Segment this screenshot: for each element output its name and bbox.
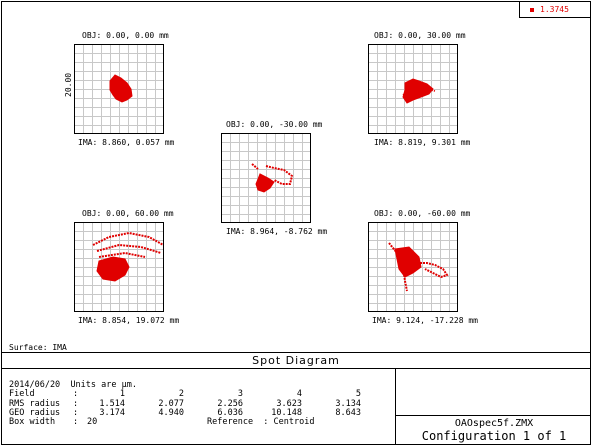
geo-row: GEO radius: 3.174 4.940 6.036 10.148 8.6… bbox=[9, 407, 361, 418]
scale-label: 20.00 bbox=[64, 72, 73, 97]
spot-3-grid bbox=[221, 133, 311, 223]
spot-2-grid bbox=[368, 44, 458, 134]
spot-5-plot bbox=[388, 242, 449, 292]
title-divider-top bbox=[1, 352, 591, 353]
rms-value: 2.077 bbox=[158, 398, 184, 409]
field-value: 3 bbox=[237, 389, 243, 400]
field-row: Field: 1 2 3 4 5 bbox=[9, 389, 361, 400]
units-label: Units are µm. bbox=[70, 380, 137, 390]
spot-2-ima-label: IMA: 8.819, 9.301 mm bbox=[374, 138, 471, 147]
spot-5-obj-label: OBJ: 0.00, -60.00 mm bbox=[374, 209, 471, 218]
file-info-box: OAOspec5f.ZMX Configuration 1 of 1 bbox=[395, 415, 591, 445]
rms-value: 3.623 bbox=[276, 398, 302, 409]
spot-1-ima-label: IMA: 8.860, 0.057 mm bbox=[78, 138, 175, 147]
spot-4-grid bbox=[74, 222, 164, 312]
title-divider-bottom bbox=[1, 368, 591, 369]
reference-label: Reference : Centroid bbox=[207, 417, 315, 428]
field-value: 5 bbox=[355, 389, 361, 400]
spot-1-grid bbox=[74, 44, 164, 134]
date-label: 2014/06/20 bbox=[9, 380, 61, 390]
geo-value: 8.643 bbox=[335, 407, 361, 418]
info-divider bbox=[395, 368, 396, 415]
rms-value: 2.256 bbox=[217, 398, 243, 409]
spot-3-ima-label: IMA: 8.964, -8.762 mm bbox=[226, 227, 328, 236]
configuration-label: Configuration 1 of 1 bbox=[421, 429, 567, 443]
rms-label: RMS radius bbox=[9, 398, 61, 409]
field-label: Field bbox=[9, 389, 35, 400]
spot-5-grid bbox=[368, 222, 458, 312]
spot-4-ima-label: IMA: 8.854, 19.072 mm bbox=[78, 316, 180, 325]
geo-value: 3.174 bbox=[99, 407, 125, 418]
rms-value: 1.514 bbox=[99, 398, 125, 409]
spot-2-obj-label: OBJ: 0.00, 30.00 mm bbox=[374, 31, 466, 40]
rms-value: 3.134 bbox=[335, 398, 361, 409]
rms-row: RMS radius: 1.514 2.077 2.256 3.623 3.13… bbox=[9, 398, 361, 409]
file-name: OAOspec5f.ZMX bbox=[454, 418, 534, 429]
box-value: 20 bbox=[87, 417, 98, 428]
spot-4-plot bbox=[92, 231, 163, 282]
geo-value: 4.940 bbox=[158, 407, 184, 418]
spot-1-obj-label: OBJ: 0.00, 0.00 mm bbox=[82, 31, 169, 40]
legend-marker-icon bbox=[530, 7, 534, 12]
diagram-title: Spot Diagram bbox=[252, 354, 340, 367]
info-date-row: 2014/06/20 Units are µm. bbox=[9, 380, 361, 390]
spot-5-ima-label: IMA: 9.124, -17.228 mm bbox=[372, 316, 478, 325]
field-value: 2 bbox=[178, 389, 184, 400]
field-value: 4 bbox=[296, 389, 302, 400]
wavelength-legend: 1.3745 bbox=[519, 1, 591, 18]
geo-value: 10.148 bbox=[271, 407, 302, 418]
spot-4-obj-label: OBJ: 0.00, 60.00 mm bbox=[82, 209, 174, 218]
box-row: Box width: 20 Reference : Centroid bbox=[9, 417, 315, 428]
spot-2-plot bbox=[402, 78, 436, 104]
info-panel: 2014/06/20 Units are µm. Field: 1 2 3 4 … bbox=[9, 380, 361, 428]
box-label: Box width bbox=[9, 417, 56, 428]
field-value: 1 bbox=[119, 389, 125, 400]
spot-3-plot bbox=[251, 163, 294, 193]
legend-label: 1.3745 bbox=[540, 5, 569, 14]
surface-label: Surface: IMA bbox=[9, 343, 67, 352]
spot-1-plot bbox=[109, 74, 133, 103]
geo-value: 6.036 bbox=[217, 407, 243, 418]
geo-label: GEO radius bbox=[9, 407, 61, 418]
spot-3-obj-label: OBJ: 0.00, -30.00 mm bbox=[226, 120, 323, 129]
